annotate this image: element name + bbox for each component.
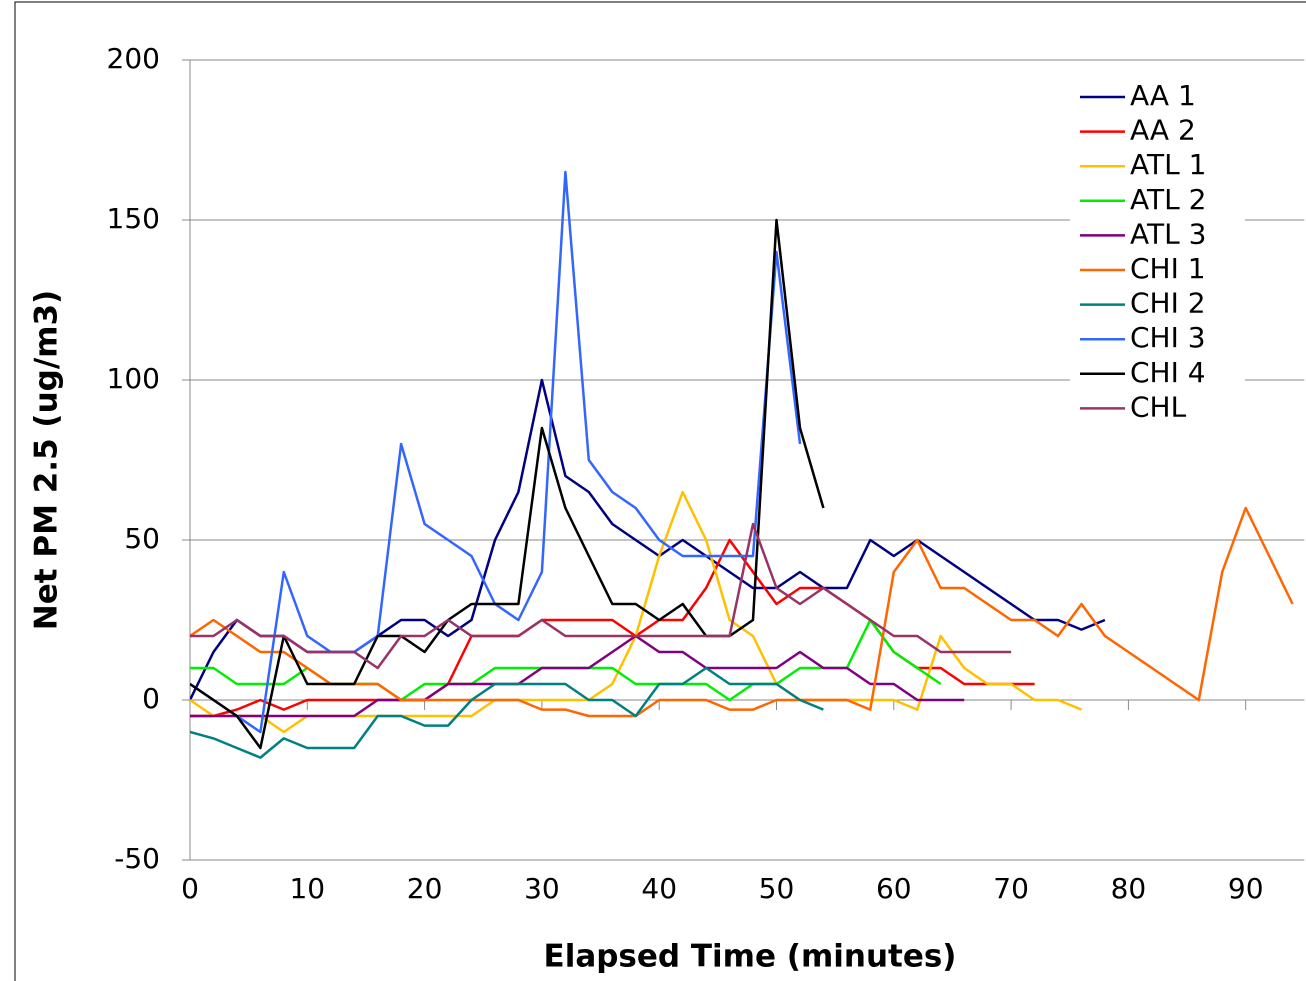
x-tick-label: 90 xyxy=(1228,872,1264,905)
y-tick-label: 200 xyxy=(107,42,160,75)
series-line xyxy=(190,538,1035,718)
legend-label: CHI 4 xyxy=(1130,356,1206,389)
series-line xyxy=(190,490,1082,734)
legend-label: ATL 1 xyxy=(1130,148,1206,181)
plot-area xyxy=(190,170,1294,759)
x-tick-label: 10 xyxy=(289,872,325,905)
y-axis-label: Net PM 2.5 (ug/m3) xyxy=(29,290,65,630)
legend-label: CHL xyxy=(1130,390,1187,423)
series-line xyxy=(190,618,942,702)
x-tick-label: 20 xyxy=(407,872,443,905)
x-tick-label: 40 xyxy=(641,872,677,905)
series-line xyxy=(190,522,1012,670)
x-axis-label: Elapsed Time (minutes) xyxy=(544,939,957,975)
legend-label: AA 1 xyxy=(1130,79,1196,112)
series-line xyxy=(190,634,965,718)
legend-label: CHI 1 xyxy=(1130,252,1206,285)
y-tick-label: 0 xyxy=(142,682,160,715)
frame xyxy=(14,1,1306,981)
x-tick-label: 30 xyxy=(524,872,560,905)
x-tick-label: 0 xyxy=(181,872,199,905)
legend-label: AA 2 xyxy=(1130,114,1196,147)
x-tick-label: 50 xyxy=(759,872,795,905)
series-line xyxy=(190,666,824,759)
y-tick-label: -50 xyxy=(114,842,160,875)
x-tick-label: 70 xyxy=(993,872,1029,905)
legend-label: CHI 3 xyxy=(1130,321,1206,354)
series-line xyxy=(190,506,1294,718)
y-tick-label: 100 xyxy=(107,362,160,395)
x-tick-label: 60 xyxy=(876,872,912,905)
y-tick-label: 150 xyxy=(107,202,160,235)
y-tick-label: 50 xyxy=(124,522,160,555)
legend-label: ATL 3 xyxy=(1130,217,1206,250)
legend-box xyxy=(1070,80,1245,425)
x-tick-label: 80 xyxy=(1111,872,1147,905)
legend-label: ATL 2 xyxy=(1130,183,1206,216)
legend-label: CHI 2 xyxy=(1130,287,1206,320)
